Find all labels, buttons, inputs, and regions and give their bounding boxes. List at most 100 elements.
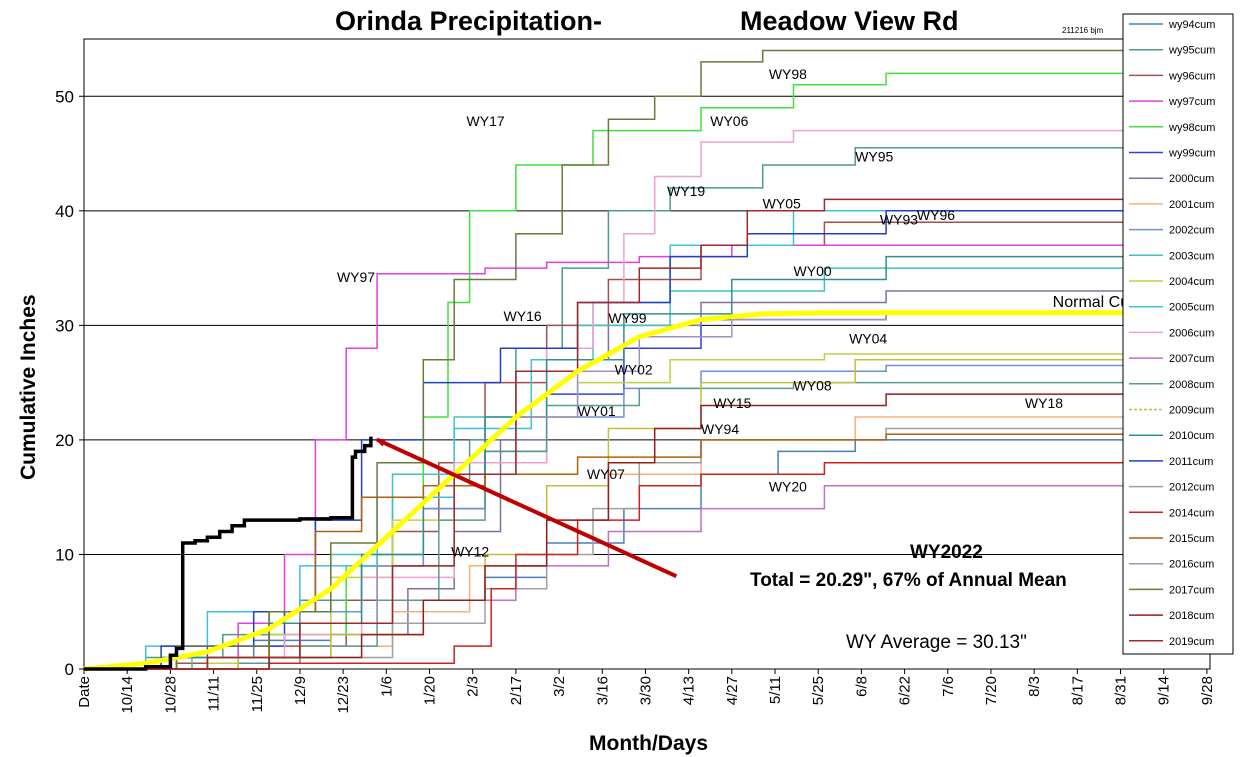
legend-label: wy97cum (1168, 96, 1215, 108)
series-label-WY20: WY20 (769, 478, 807, 494)
annotation-title: WY2022 (910, 542, 983, 563)
legend-label: 2006cum (1169, 327, 1214, 339)
x-tick-label: 10/14 (119, 676, 136, 714)
legend-label: 2012cum (1169, 482, 1214, 494)
series-line-wy96cum (84, 216, 1211, 670)
series-label-WY04: WY04 (849, 331, 887, 347)
normal-curve-group: Normal Curve (83, 294, 1210, 672)
x-tick-label: 7/20 (983, 676, 1000, 705)
chart-title-left: Orinda Precipitation- (335, 6, 602, 36)
x-tick-label: 4/27 (724, 676, 741, 705)
series-label-WY19: WY19 (667, 183, 705, 199)
legend-label: 2014cum (1169, 507, 1214, 519)
legend-label: 2016cum (1169, 559, 1214, 571)
y-tick-label: 10 (55, 545, 74, 564)
series-label-WY00: WY00 (794, 263, 832, 279)
legend-item-2016cum: 2016cum (1129, 559, 1214, 571)
y-tick-label: 40 (55, 202, 74, 221)
series-label-WY98: WY98 (769, 66, 807, 82)
y-tick-label: 20 (55, 431, 74, 450)
legend-item-2011cum: 2011cum (1129, 456, 1213, 468)
x-tick-label: 7/6 (940, 676, 957, 697)
x-tick-label: 3/30 (637, 676, 654, 705)
series-label-WY05: WY05 (763, 196, 801, 212)
annotation-text: Total = 20.29", 67% of Annual Mean (750, 570, 1067, 591)
legend-label: 2007cum (1169, 353, 1214, 365)
current-year-group (84, 436, 373, 671)
legend-label: 2001cum (1169, 199, 1214, 211)
normal-curve (83, 310, 1210, 672)
legend-item-2006cum: 2006cum (1129, 327, 1214, 339)
legend-item-wy96cum: wy96cum (1129, 70, 1215, 82)
legend-item-2009cum: 2009cum (1129, 405, 1214, 417)
y-tick-label: 30 (55, 316, 74, 335)
annotation-group (375, 437, 678, 579)
y-tick-label: 50 (55, 87, 74, 106)
x-tick-label: 1/6 (378, 676, 395, 697)
x-tick-label: 5/11 (767, 676, 784, 704)
series-label-WY08: WY08 (794, 378, 832, 394)
legend-item-2018cum: 2018cum (1129, 610, 1214, 622)
legend-label: 2019cum (1169, 636, 1214, 648)
series-label-WY95: WY95 (855, 149, 893, 165)
annotation-arrow (375, 437, 678, 579)
x-tick-label: 12/9 (292, 676, 309, 705)
legend-item-2004cum: 2004cum (1129, 276, 1214, 288)
legend-item-2001cum: 2001cum (1129, 199, 1214, 211)
legend-label: 2005cum (1169, 302, 1214, 314)
average-text: WY Average = 30.13" (846, 632, 1027, 653)
legend-item-wy98cum: wy98cum (1129, 122, 1215, 134)
x-tick-label: 2/3 (465, 676, 482, 697)
x-tick-label: 6/8 (853, 676, 870, 697)
legend: wy94cum wy95cum wy96cum wy97cum wy98cum wy99c… (1122, 13, 1234, 655)
series-label-WY15: WY15 (713, 395, 751, 411)
series-label-WY02: WY02 (615, 362, 653, 378)
current-year-line (84, 436, 373, 671)
legend-label: 2000cum (1169, 173, 1214, 185)
legend-item-2007cum: 2007cum (1129, 353, 1214, 365)
series-label-WY18: WY18 (1025, 395, 1063, 411)
legend-label: 2008cum (1169, 379, 1214, 391)
series-label-WY99: WY99 (608, 310, 646, 326)
series-label-WY06: WY06 (710, 113, 748, 129)
x-axis-label: Month/Days (589, 732, 708, 755)
series-line-2017cum (84, 49, 1210, 670)
legend-box (1122, 13, 1234, 655)
series-label-WY94: WY94 (701, 421, 739, 437)
x-axis-ticks: Date 10/14 10/28 11/11 11/25 12/9 12/23 1/6 1/20… (76, 669, 1216, 714)
legend-item-2005cum: 2005cum (1129, 302, 1214, 314)
x-tick-label: 8/17 (1069, 676, 1086, 705)
series-line-2003cum (84, 267, 1210, 670)
chart-stamp: 211216 bjm (1062, 26, 1104, 35)
legend-label: 2018cum (1169, 610, 1214, 622)
legend-item-2008cum: 2008cum (1129, 379, 1214, 391)
series-label-WY93: WY93 (880, 212, 918, 228)
x-tick-label: 2/17 (508, 676, 525, 705)
x-tick-label: 1/20 (422, 676, 439, 705)
legend-label: 2003cum (1169, 250, 1214, 262)
series-line-2001cum (84, 411, 1211, 670)
legend-item-2003cum: 2003cum (1129, 250, 1214, 262)
legend-label: 2017cum (1169, 584, 1214, 596)
legend-item-2000cum: 2000cum (1129, 173, 1214, 185)
x-tick-label: 11/25 (249, 676, 266, 712)
x-tick-label: 12/23 (335, 676, 352, 714)
series-line-2015cum (84, 433, 1210, 670)
legend-item-2017cum: 2017cum (1129, 584, 1214, 596)
legend-item-2014cum: 2014cum (1129, 507, 1214, 519)
legend-label: wy98cum (1168, 122, 1215, 134)
x-tick-label: 8/31 (1113, 676, 1130, 705)
legend-item-wy94cum: wy94cum (1129, 19, 1215, 31)
chart-title-right: Meadow View Rd (740, 6, 959, 36)
x-tick-label: 4/13 (681, 676, 698, 705)
x-tick-label: 11/11 (206, 676, 223, 711)
series-label-WY97: WY97 (337, 269, 375, 285)
x-tick-label: 9/14 (1156, 676, 1173, 705)
legend-item-wy95cum: wy95cum (1129, 45, 1215, 57)
y-axis-label: Cumulative Inches (17, 294, 40, 480)
legend-item-2015cum: 2015cum (1129, 533, 1214, 545)
x-tick-label: 8/3 (1026, 676, 1043, 697)
legend-item-wy99cum: wy99cum (1129, 148, 1215, 160)
x-tick-label: 3/2 (551, 676, 568, 697)
